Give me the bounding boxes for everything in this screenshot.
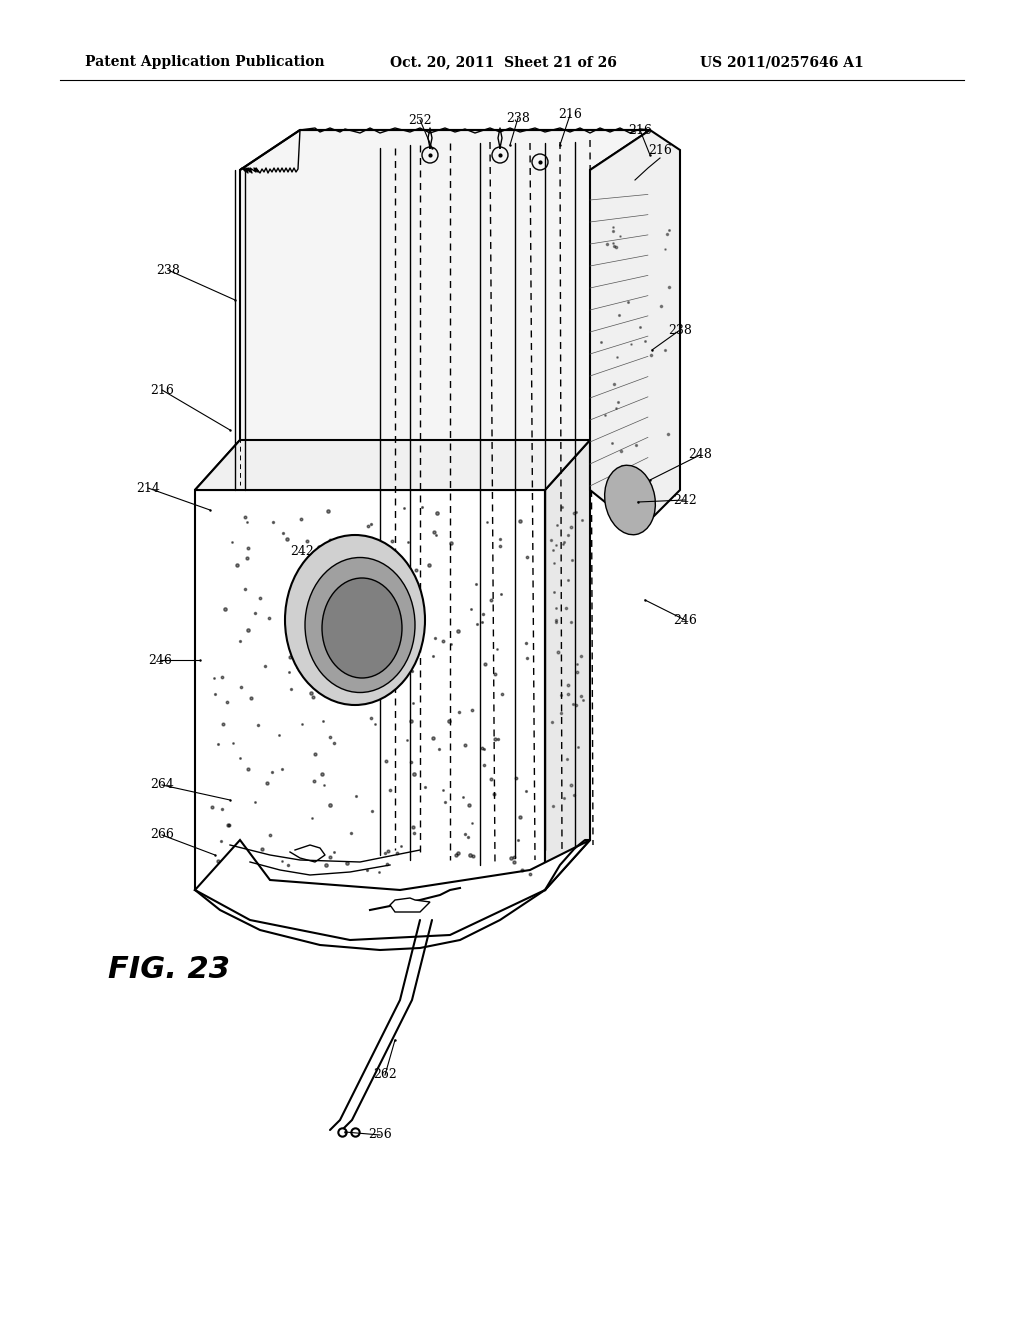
Text: 248: 248 (688, 449, 712, 462)
Polygon shape (590, 129, 680, 531)
Text: US 2011/0257646 A1: US 2011/0257646 A1 (700, 55, 864, 69)
Text: 238: 238 (668, 323, 692, 337)
Text: Patent Application Publication: Patent Application Publication (85, 55, 325, 69)
Text: 216: 216 (648, 144, 672, 157)
Text: 252: 252 (409, 114, 432, 127)
Ellipse shape (285, 535, 425, 705)
Ellipse shape (322, 578, 402, 678)
Text: 242: 242 (673, 494, 697, 507)
Polygon shape (195, 840, 590, 940)
Text: 262: 262 (373, 1068, 397, 1081)
Text: FIG. 23: FIG. 23 (108, 956, 230, 985)
Text: 216: 216 (558, 108, 582, 121)
Text: 246: 246 (673, 614, 697, 627)
Text: 238: 238 (506, 111, 530, 124)
Text: 216: 216 (628, 124, 652, 136)
Text: 266: 266 (151, 829, 174, 842)
Text: 264: 264 (151, 779, 174, 792)
Polygon shape (195, 440, 590, 490)
Ellipse shape (305, 557, 415, 693)
Polygon shape (195, 490, 545, 890)
Text: 246: 246 (148, 653, 172, 667)
Ellipse shape (604, 465, 655, 535)
Text: 216: 216 (151, 384, 174, 396)
Polygon shape (545, 440, 590, 890)
Text: 214: 214 (136, 482, 160, 495)
Text: 242: 242 (290, 545, 353, 618)
Text: 256: 256 (368, 1129, 392, 1142)
Polygon shape (390, 898, 430, 912)
Polygon shape (195, 129, 650, 490)
Text: Oct. 20, 2011  Sheet 21 of 26: Oct. 20, 2011 Sheet 21 of 26 (390, 55, 616, 69)
Text: 238: 238 (156, 264, 180, 276)
